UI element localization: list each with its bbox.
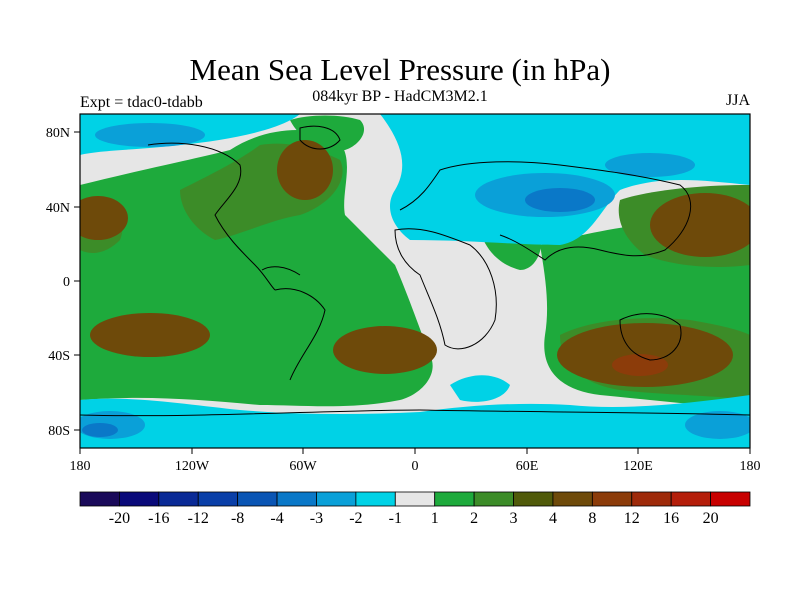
lon-tick-label: 60W bbox=[289, 459, 317, 474]
strongest-anomaly-core bbox=[612, 354, 668, 376]
season-label: JJA bbox=[725, 92, 750, 109]
coast-caribbean bbox=[261, 266, 301, 276]
colorbar-label: 12 bbox=[624, 510, 640, 527]
colorbar-swatch bbox=[197, 491, 239, 507]
colorbar-swatch bbox=[355, 491, 396, 507]
coast-africa bbox=[394, 228, 497, 350]
colorbar-label: 1 bbox=[431, 510, 439, 527]
colorbar-label: -8 bbox=[231, 510, 244, 527]
experiment-label: Expt = tdac0-tdabb bbox=[80, 94, 203, 111]
lat-tick-label: 0 bbox=[63, 275, 70, 290]
colorbar-swatch bbox=[513, 491, 554, 507]
colorbar-label: -3 bbox=[310, 510, 323, 527]
colorbar-swatch bbox=[552, 491, 593, 507]
colorbar-swatch bbox=[631, 491, 672, 507]
colorbar-label: -1 bbox=[389, 510, 402, 527]
lat-tick-label: 80S bbox=[48, 424, 70, 439]
colorbar-swatch bbox=[79, 491, 120, 507]
longitude-axis: 180 120W 60W 0 60E 120E 180 bbox=[70, 448, 761, 474]
colorbar-label: -4 bbox=[270, 510, 283, 527]
colorbar-swatch bbox=[473, 491, 514, 507]
coast-north-america bbox=[147, 142, 276, 291]
lon-tick-label: 60E bbox=[516, 459, 539, 474]
coast-greenland bbox=[299, 125, 341, 150]
colorbar-swatch bbox=[394, 491, 436, 507]
colorbar-swatch bbox=[119, 491, 160, 507]
coast-eurasia bbox=[399, 161, 692, 261]
lon-tick-label: 120E bbox=[623, 459, 653, 474]
colorbar-swatch bbox=[276, 491, 317, 507]
lon-tick-label: 180 bbox=[740, 459, 761, 474]
colorbar: -20 -16 -12 -8 -4 -3 -2 -1 1 2 3 4 8 12 16 20 bbox=[79, 491, 751, 527]
colorbar-label: -20 bbox=[109, 510, 130, 527]
colorbar-label: 2 bbox=[470, 510, 478, 527]
latitude-axis: 80N 40N 0 40S 80S bbox=[46, 126, 80, 439]
colorbar-label: 3 bbox=[510, 510, 518, 527]
colorbar-label: -2 bbox=[349, 510, 362, 527]
coast-antarctica bbox=[80, 409, 750, 417]
colorbar-swatch bbox=[591, 491, 633, 507]
colorbar-swatch bbox=[670, 491, 711, 507]
pressure-field bbox=[80, 114, 750, 448]
colorbar-swatch bbox=[710, 491, 751, 507]
colorbar-label: 4 bbox=[549, 510, 557, 527]
colorbar-swatch bbox=[158, 491, 199, 507]
colorbar-label: 16 bbox=[663, 510, 679, 527]
lat-tick-label: 40N bbox=[46, 201, 70, 216]
colorbar-label: 8 bbox=[588, 510, 596, 527]
lon-tick-label: 120W bbox=[175, 459, 210, 474]
strong-negative-cores bbox=[82, 188, 595, 437]
negative-anomaly-regions bbox=[80, 114, 750, 448]
lon-tick-label: 180 bbox=[70, 459, 91, 474]
colorbar-swatch bbox=[434, 491, 475, 507]
coast-australia bbox=[619, 313, 682, 361]
colorbar-swatch bbox=[237, 491, 278, 507]
chart-subtitle: 084kyr BP - HadCM3M2.1 bbox=[312, 88, 488, 105]
lat-tick-label: 80N bbox=[46, 126, 70, 141]
lat-tick-label: 40S bbox=[48, 349, 70, 364]
colorbar-label: -12 bbox=[188, 510, 209, 527]
lon-tick-label: 0 bbox=[412, 459, 419, 474]
colorbar-label: 20 bbox=[703, 510, 719, 527]
chart-title: Mean Sea Level Pressure (in hPa) bbox=[189, 52, 611, 87]
coast-south-america bbox=[274, 288, 326, 381]
colorbar-label: -16 bbox=[148, 510, 169, 527]
coastlines bbox=[80, 125, 750, 417]
colorbar-swatch bbox=[316, 491, 357, 507]
